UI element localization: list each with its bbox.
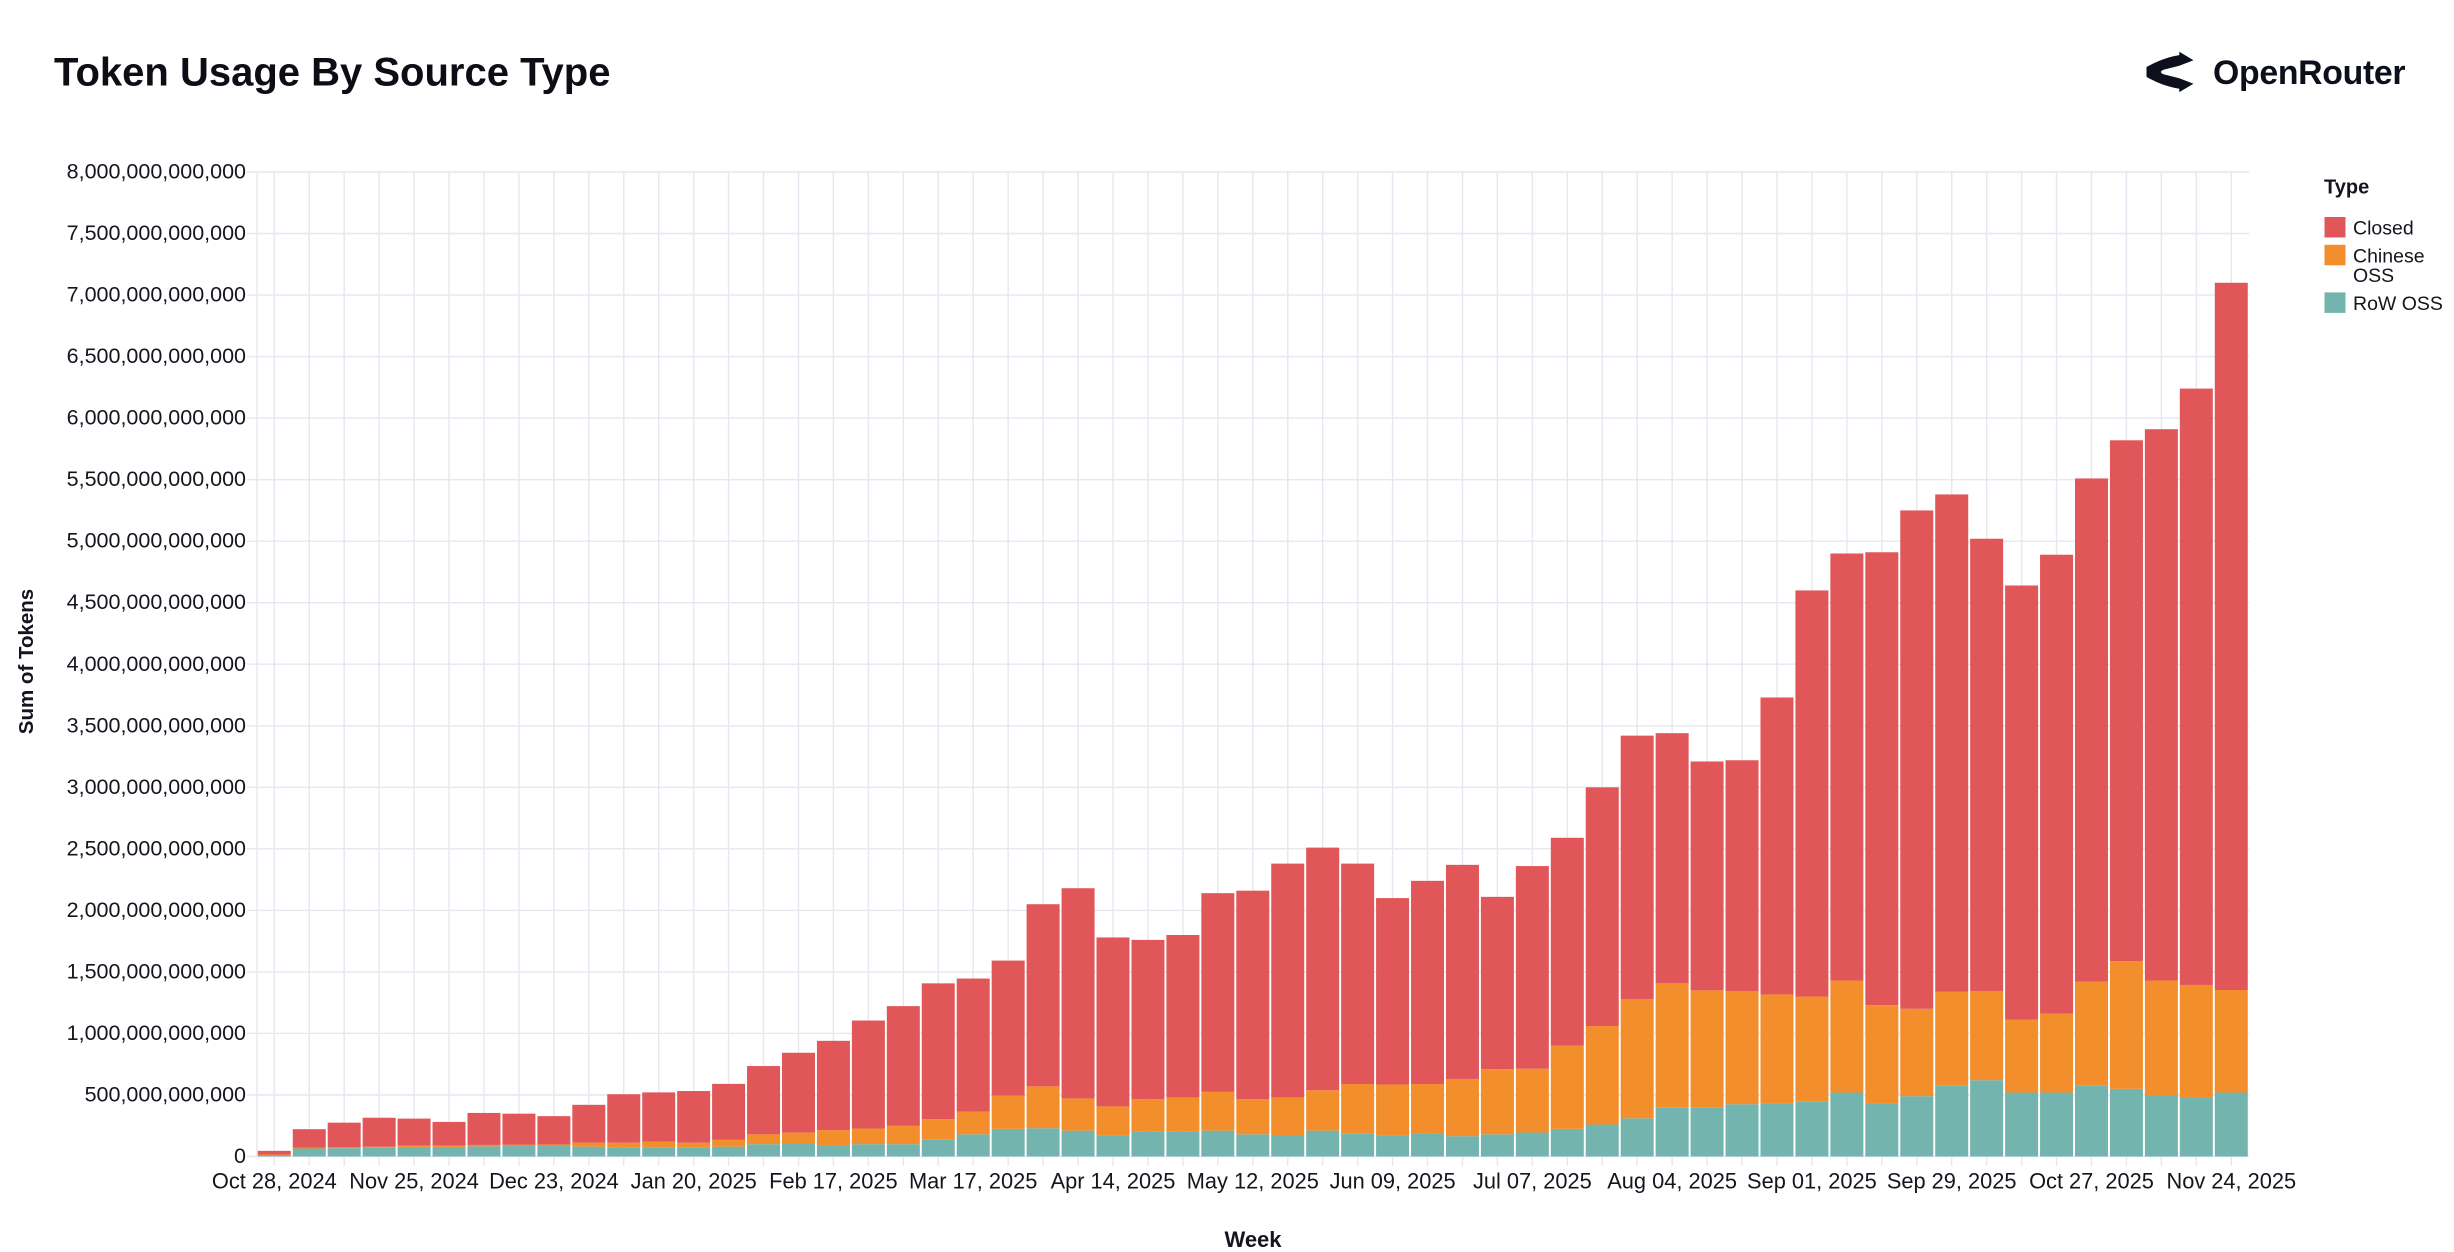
svg-text:8,000,000,000,000: 8,000,000,000,000 [67,160,246,184]
svg-text:Sep 29, 2025: Sep 29, 2025 [1887,1169,2017,1194]
svg-text:Nov 24, 2025: Nov 24, 2025 [2166,1169,2296,1194]
svg-text:Jul 07, 2025: Jul 07, 2025 [1473,1169,1592,1194]
svg-text:0: 0 [234,1144,246,1168]
svg-text:4,500,000,000,000: 4,500,000,000,000 [67,590,246,614]
svg-text:3,500,000,000,000: 3,500,000,000,000 [67,713,246,737]
svg-text:Jan 20, 2025: Jan 20, 2025 [631,1169,757,1194]
svg-text:2,500,000,000,000: 2,500,000,000,000 [67,836,246,860]
svg-text:7,000,000,000,000: 7,000,000,000,000 [67,283,246,307]
svg-text:Apr 14, 2025: Apr 14, 2025 [1051,1169,1176,1194]
svg-text:1,000,000,000,000: 1,000,000,000,000 [67,1021,246,1045]
svg-text:5,500,000,000,000: 5,500,000,000,000 [67,467,246,491]
svg-text:Oct 27, 2025: Oct 27, 2025 [2029,1169,2154,1194]
svg-text:Chinese: Chinese [2353,245,2425,267]
svg-text:Sum of Tokens: Sum of Tokens [15,589,38,734]
svg-text:500,000,000,000: 500,000,000,000 [85,1083,246,1107]
svg-text:6,500,000,000,000: 6,500,000,000,000 [67,344,246,368]
svg-text:May 12, 2025: May 12, 2025 [1187,1169,1319,1194]
svg-text:Type: Type [2324,177,2369,199]
svg-text:OSS: OSS [2353,265,2394,287]
svg-text:Closed: Closed [2353,218,2414,240]
svg-text:Sep 01, 2025: Sep 01, 2025 [1747,1169,1877,1194]
svg-text:3,000,000,000,000: 3,000,000,000,000 [67,775,246,799]
svg-text:Token Usage By Source Type: Token Usage By Source Type [54,51,610,95]
svg-text:OpenRouter: OpenRouter [2213,54,2405,92]
svg-text:Feb 17, 2025: Feb 17, 2025 [769,1169,897,1194]
svg-text:Oct 28, 2024: Oct 28, 2024 [212,1169,337,1194]
svg-text:Dec 23, 2024: Dec 23, 2024 [489,1169,619,1194]
svg-text:RoW OSS: RoW OSS [2353,293,2443,315]
svg-text:1,500,000,000,000: 1,500,000,000,000 [67,959,246,983]
svg-text:5,000,000,000,000: 5,000,000,000,000 [67,529,246,553]
svg-text:Nov 25, 2024: Nov 25, 2024 [349,1169,479,1194]
svg-text:Mar 17, 2025: Mar 17, 2025 [909,1169,1037,1194]
svg-text:6,000,000,000,000: 6,000,000,000,000 [67,406,246,430]
svg-text:4,000,000,000,000: 4,000,000,000,000 [67,652,246,676]
svg-text:Week: Week [1224,1227,1282,1252]
svg-text:Aug 04, 2025: Aug 04, 2025 [1607,1169,1737,1194]
svg-text:7,500,000,000,000: 7,500,000,000,000 [67,221,246,245]
svg-text:2,000,000,000,000: 2,000,000,000,000 [67,898,246,922]
svg-text:Jun 09, 2025: Jun 09, 2025 [1330,1169,1456,1194]
